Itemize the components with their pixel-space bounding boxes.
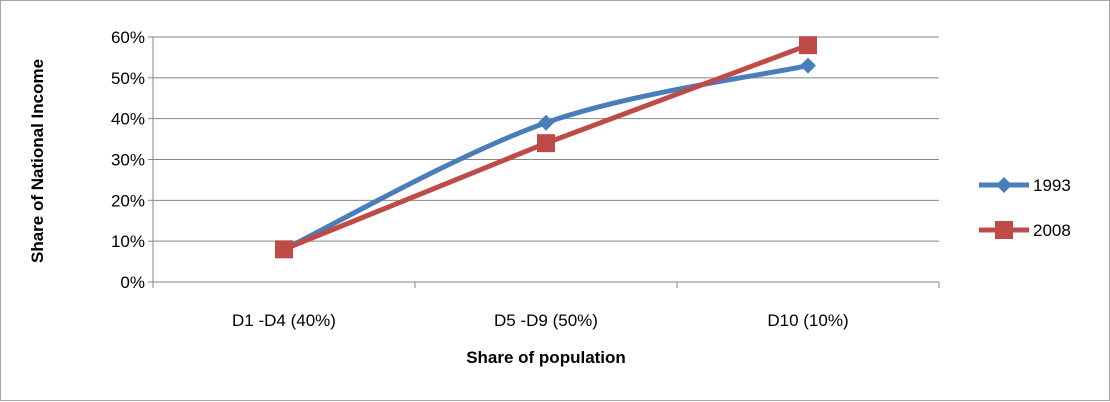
legend: 1993 2008 <box>979 176 1071 240</box>
legend-marker-1993 <box>996 177 1012 193</box>
data-point-1993 <box>538 114 554 131</box>
x-tick-label: D5 -D9 (50%) <box>494 311 598 330</box>
x-tick-labels: D1 -D4 (40%) D5 -D9 (50%) D10 (10%) <box>232 311 849 330</box>
data-point-2008 <box>537 134 555 153</box>
y-tick-label: 40% <box>111 110 145 129</box>
y-axis-title: Share of National Income <box>28 59 47 263</box>
y-tick-label: 10% <box>111 232 145 251</box>
gridlines <box>153 36 939 242</box>
data-point-2008 <box>799 36 817 55</box>
y-tick-label: 20% <box>111 191 145 210</box>
data-point-2008 <box>275 240 293 259</box>
x-axis-title: Share of population <box>466 348 626 367</box>
y-tick-label: 50% <box>111 69 145 88</box>
data-point-1993 <box>800 57 816 74</box>
axes <box>148 36 940 288</box>
legend-label-1993: 1993 <box>1033 176 1071 195</box>
y-tick-labels: 0% 10% 20% 30% 40% 50% 60% <box>111 28 145 292</box>
y-tick-label: 30% <box>111 151 145 170</box>
legend-marker-2008 <box>995 221 1013 239</box>
y-tick-label: 0% <box>120 273 145 292</box>
series-line-1993 <box>281 63 811 252</box>
y-tick-label: 60% <box>111 28 145 47</box>
series-layer <box>275 36 817 259</box>
x-tick-label: D10 (10%) <box>767 311 848 330</box>
legend-label-2008: 2008 <box>1033 221 1071 240</box>
x-tick-label: D1 -D4 (40%) <box>232 311 336 330</box>
